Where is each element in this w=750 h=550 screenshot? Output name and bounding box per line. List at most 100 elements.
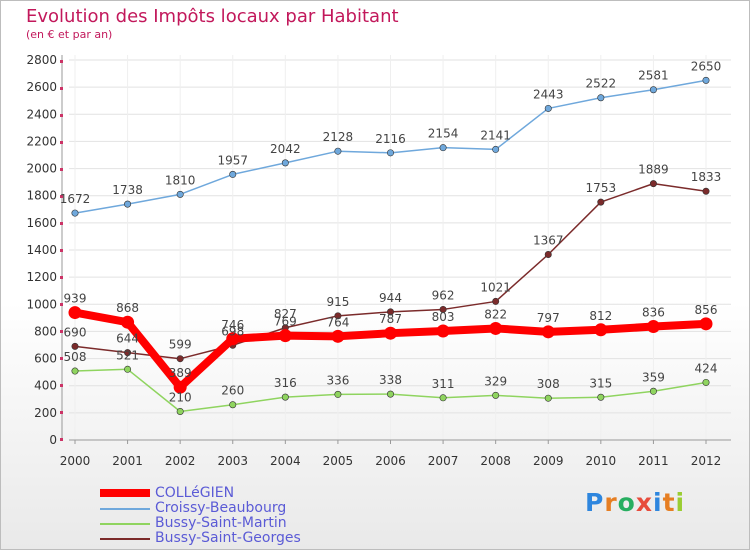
data-point: [68, 306, 82, 320]
data-point: [281, 393, 289, 401]
data-label: 336: [326, 373, 349, 387]
logo-letter: P: [585, 488, 605, 517]
axis-marker: [60, 168, 63, 171]
data-point: [489, 321, 503, 335]
data-point: [176, 407, 184, 415]
data-label: 746: [221, 318, 244, 332]
data-label: 644: [116, 332, 139, 346]
data-label: 836: [642, 306, 665, 320]
data-point: [492, 145, 500, 153]
data-point: [124, 349, 132, 357]
data-label: 868: [116, 301, 139, 315]
y-tick-label: 1600: [26, 216, 57, 230]
data-label: 210: [169, 391, 192, 405]
axis-marker: [60, 357, 63, 360]
data-label: 2154: [428, 127, 459, 141]
data-point: [386, 390, 394, 398]
data-point: [229, 401, 237, 409]
data-label: 1738: [112, 183, 143, 197]
y-tick-label: 1000: [26, 297, 57, 311]
y-tick-label: 2800: [26, 53, 57, 67]
data-point: [544, 394, 552, 402]
y-tick-label: 400: [34, 379, 57, 393]
data-point: [646, 320, 660, 334]
data-point: [544, 250, 552, 258]
data-point: [173, 380, 187, 394]
axis-marker: [60, 114, 63, 117]
data-label: 315: [589, 376, 612, 390]
data-point: [439, 305, 447, 313]
data-label: 1367: [533, 233, 564, 247]
data-point: [384, 326, 397, 340]
x-tick-label: 2002: [165, 454, 196, 468]
data-point: [334, 147, 342, 155]
chart-title: Evolution des Impôts locaux par Habitant: [26, 6, 399, 27]
data-label: 803: [432, 310, 455, 324]
data-point: [176, 355, 184, 363]
legend-label: Bussy-Saint-Georges: [155, 530, 301, 546]
y-tick-label: 2000: [26, 162, 57, 176]
legend-swatch: [100, 538, 150, 540]
x-tick-label: 2007: [428, 454, 459, 468]
data-label: 2522: [586, 77, 617, 91]
data-label: 2141: [480, 128, 511, 142]
data-point: [334, 390, 342, 398]
data-point: [702, 378, 710, 386]
y-tick-label: 1200: [26, 270, 57, 284]
data-label: 2116: [375, 132, 406, 146]
data-label: 2581: [638, 69, 669, 83]
data-point: [124, 365, 132, 373]
data-point: [226, 332, 240, 346]
data-label: 915: [326, 295, 349, 309]
data-point: [594, 323, 608, 337]
data-label: 316: [274, 376, 297, 390]
data-label: 389: [169, 366, 192, 380]
data-label: 797: [537, 311, 560, 325]
data-label: 856: [695, 303, 718, 317]
data-label: 1672: [60, 192, 91, 206]
data-point: [544, 104, 552, 112]
logo-letter: x: [635, 488, 653, 517]
axis-marker: [60, 276, 63, 279]
y-tick-label: 2400: [26, 107, 57, 121]
x-tick-label: 2011: [638, 454, 669, 468]
data-label: 311: [432, 377, 455, 391]
data-label: 939: [64, 292, 87, 306]
x-tick-label: 2003: [217, 454, 248, 468]
data-label: 698: [221, 324, 244, 338]
data-label: 1810: [165, 173, 196, 187]
axis-marker: [60, 411, 63, 414]
y-tick-label: 0: [49, 433, 57, 447]
data-point: [597, 198, 605, 206]
data-label: 260: [221, 384, 244, 398]
axis-marker: [60, 303, 63, 306]
data-label: 787: [379, 312, 402, 326]
y-tick-label: 2600: [26, 80, 57, 94]
data-label: 812: [589, 309, 612, 323]
data-label: 944: [379, 291, 402, 305]
data-label: 424: [695, 361, 718, 375]
x-tick-label: 2004: [270, 454, 301, 468]
data-label: 338: [379, 373, 402, 387]
data-label: 764: [326, 315, 349, 329]
data-label: 2443: [533, 87, 564, 101]
data-point: [71, 367, 79, 375]
data-label: 308: [537, 377, 560, 391]
data-point: [649, 86, 657, 94]
data-point: [71, 209, 79, 217]
data-point: [386, 149, 394, 157]
x-tick-label: 2005: [323, 454, 354, 468]
y-tick-label: 1400: [26, 243, 57, 257]
data-label: 822: [484, 307, 507, 321]
data-point: [541, 325, 555, 339]
axis-marker: [60, 384, 63, 387]
x-tick-label: 2010: [586, 454, 617, 468]
y-tick-label: 600: [34, 352, 57, 366]
data-label: 599: [169, 338, 192, 352]
data-point: [649, 180, 657, 188]
x-tick-label: 2009: [533, 454, 564, 468]
logo-letter: t: [662, 488, 676, 517]
axis-marker: [60, 249, 63, 252]
data-label: 1753: [586, 181, 617, 195]
x-tick-label: 2006: [375, 454, 406, 468]
